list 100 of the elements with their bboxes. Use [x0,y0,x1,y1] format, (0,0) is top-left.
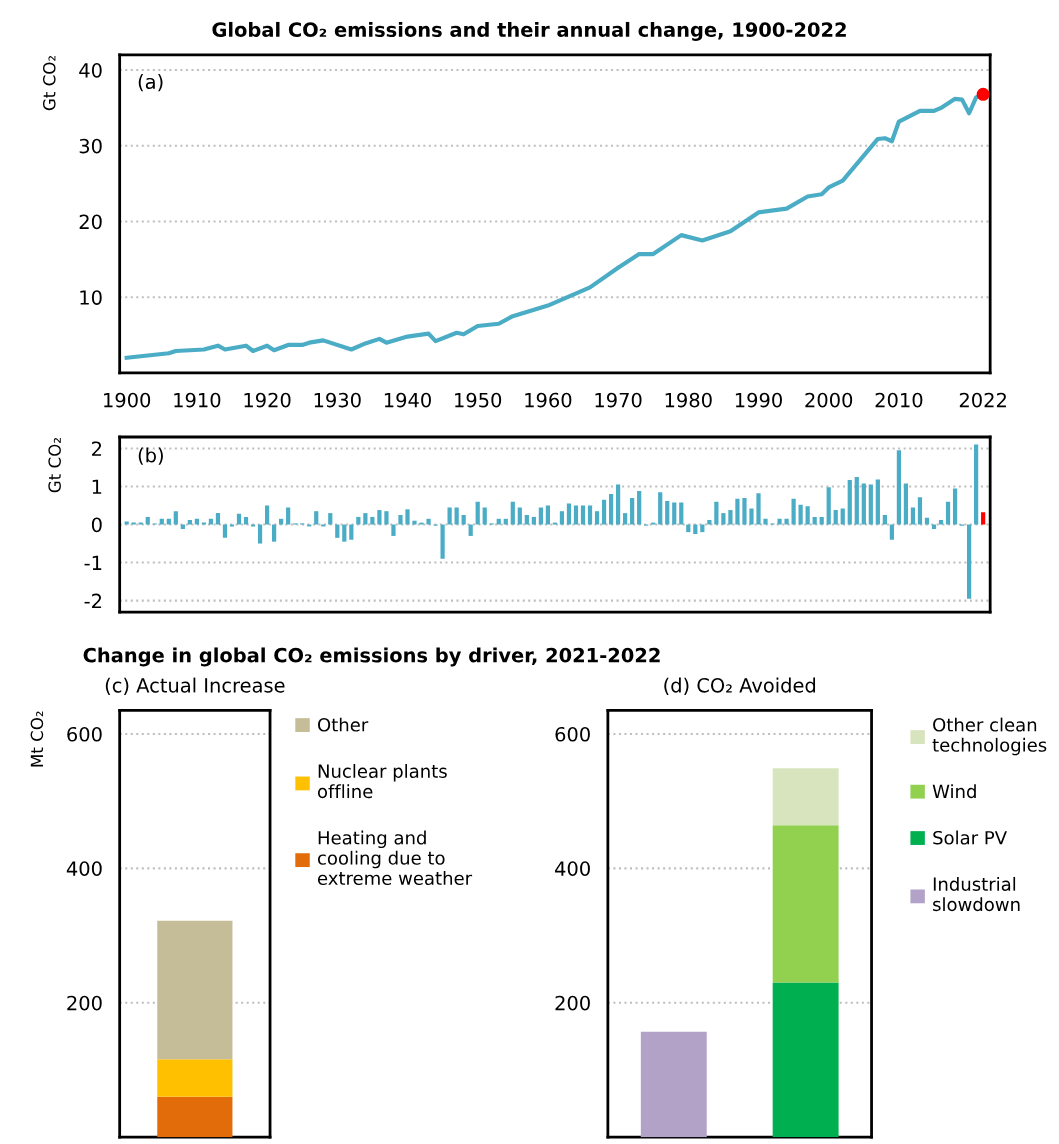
bar [777,518,782,525]
annotation: (b) [138,447,163,465]
bar [819,516,824,525]
x-tick-label: 1920 [244,392,291,408]
bar [531,516,536,525]
bar [784,518,789,525]
bar [637,491,642,525]
x-tick-label: 2000 [805,392,853,408]
bar [812,516,817,525]
bar [286,507,291,525]
bar [503,518,508,525]
bar [517,507,522,525]
bar [208,518,214,525]
bar [538,507,543,525]
x-tick-label: 1900 [104,392,151,408]
y-tick-label: 400 [555,861,590,876]
bar [187,519,192,525]
bar [693,524,698,535]
bar [580,505,586,525]
bar [545,505,550,525]
y-tick-label: 2 [92,441,102,456]
bar [356,516,361,525]
x-tick-label: 1930 [314,392,361,408]
y-axis-title: Mt CO₂ [30,711,44,767]
bar [454,507,459,525]
bar [665,500,670,525]
bar [363,513,368,525]
x-tick-label: 1980 [665,392,712,408]
bar [623,513,628,525]
bar [342,524,347,542]
chart-title: Global CO₂ emissions and their annual change, 1900-2022 [212,21,846,41]
bar [384,511,389,525]
bar [714,501,719,525]
bar [157,1059,233,1097]
bar [566,503,572,525]
bar [875,479,880,525]
bar [157,1096,233,1138]
bar [215,513,221,525]
legend-label: Heating and cooling due to extreme weather [317,830,473,885]
bar [967,524,972,599]
y-axis-title: Gt CO₂ [42,55,56,111]
y-tick-label: 400 [66,861,102,876]
bar [447,507,452,525]
y-tick-label: -1 [84,555,102,570]
annotation: (a) [138,74,163,92]
bar [749,508,754,525]
bar [707,519,712,525]
bar [279,518,284,525]
bar [482,507,487,525]
x-tick-label: 2022 [959,392,1006,408]
bar [272,524,277,542]
legend-label: Other [317,717,369,732]
bar [314,511,319,525]
bar [615,484,621,525]
bar [264,505,270,525]
y-tick-label: -2 [84,593,102,609]
x-tick-label: 1950 [455,392,502,408]
bar [573,505,579,525]
legend-label: Wind [932,784,976,799]
bar [257,524,263,544]
y-axis-title: Gt CO₂ [48,438,61,493]
bar [903,483,909,525]
bar [524,515,529,525]
bar [917,497,923,525]
bar [889,524,894,540]
bar [910,507,916,525]
bar [798,504,803,525]
x-tick-label: 1940 [384,392,431,408]
bar [791,498,796,525]
bar [974,444,979,525]
bar [173,511,178,525]
bar [236,513,242,525]
bar [882,515,887,525]
legend-label: Solar PV [933,830,1007,845]
bar [145,516,150,525]
y-tick-label: 200 [67,995,102,1011]
bar [805,506,810,525]
bar [728,510,733,525]
x-tick-label: 1910 [174,392,221,408]
bar [426,518,431,525]
bar [924,517,930,525]
bar [587,505,593,525]
bar [938,519,944,525]
bar [840,508,845,525]
bar [124,521,129,525]
bar [756,493,761,525]
bar [370,516,375,525]
bar [868,484,873,525]
bar [468,524,473,536]
y-tick-label: 200 [555,995,590,1011]
bar [475,501,480,525]
bar [735,498,740,525]
bar [826,487,831,525]
bar [391,524,396,536]
x-tick-label: 1970 [595,392,642,408]
bar [721,513,726,525]
bar [440,524,445,559]
x-tick-label: 2010 [875,392,923,408]
text: Change in global CO₂ emissions by driver, 2021-2022 [83,647,660,667]
bar [194,518,199,525]
